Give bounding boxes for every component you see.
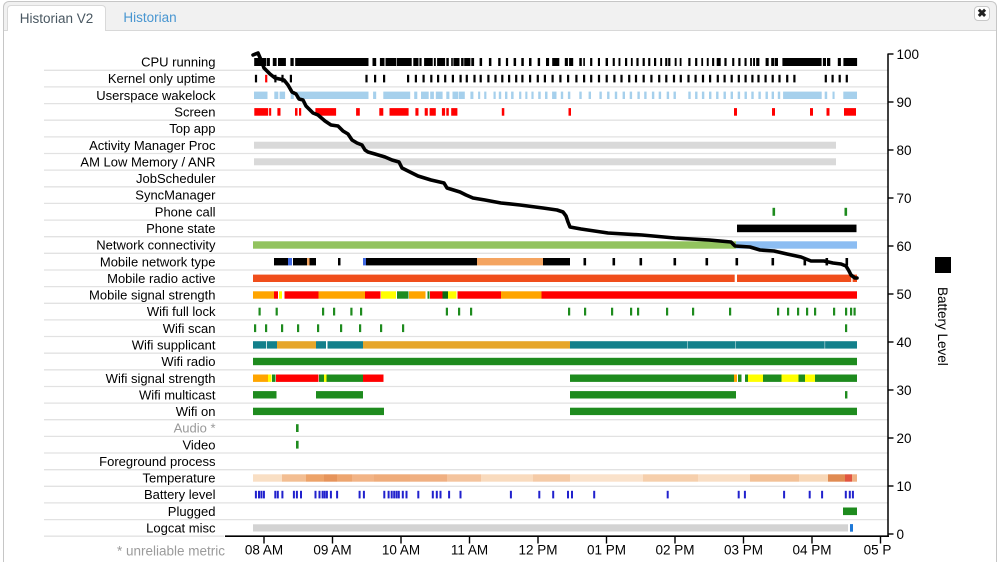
svg-text:Plugged: Plugged: [168, 504, 216, 519]
svg-text:Phone state: Phone state: [146, 221, 215, 236]
svg-text:SyncManager: SyncManager: [135, 188, 216, 203]
svg-text:30: 30: [897, 383, 912, 398]
svg-text:Wifi signal strength: Wifi signal strength: [106, 371, 216, 386]
svg-text:Video: Video: [182, 437, 215, 452]
svg-text:01 PM: 01 PM: [587, 543, 626, 558]
svg-text:Mobile network type: Mobile network type: [100, 254, 216, 269]
svg-text:0: 0: [897, 527, 905, 542]
svg-text:CPU running: CPU running: [141, 55, 215, 70]
svg-text:Battery level: Battery level: [144, 487, 216, 502]
svg-text:Mobile radio active: Mobile radio active: [107, 271, 215, 286]
svg-text:90: 90: [897, 95, 912, 110]
svg-text:70: 70: [897, 191, 912, 206]
svg-text:10 AM: 10 AM: [382, 543, 420, 558]
svg-text:50: 50: [897, 287, 912, 302]
svg-text:Wifi scan: Wifi scan: [163, 321, 216, 336]
svg-text:10: 10: [897, 479, 912, 494]
svg-text:Audio *: Audio *: [174, 421, 216, 436]
svg-text:40: 40: [897, 335, 912, 350]
svg-text:* unreliable metric: * unreliable metric: [117, 544, 225, 559]
svg-text:60: 60: [897, 239, 912, 254]
svg-text:Network connectivity: Network connectivity: [96, 238, 216, 253]
svg-text:Wifi on: Wifi on: [176, 404, 216, 419]
svg-text:Wifi radio: Wifi radio: [161, 354, 215, 369]
svg-text:80: 80: [897, 143, 912, 158]
svg-text:03 PM: 03 PM: [724, 543, 763, 558]
svg-text:Wifi multicast: Wifi multicast: [139, 387, 216, 402]
svg-text:Mobile signal strength: Mobile signal strength: [89, 288, 215, 303]
svg-text:Logcat misc: Logcat misc: [146, 521, 216, 536]
svg-text:Screen: Screen: [174, 105, 215, 120]
svg-text:100: 100: [897, 47, 920, 62]
svg-text:08 AM: 08 AM: [245, 543, 283, 558]
svg-text:12 PM: 12 PM: [518, 543, 557, 558]
svg-text:Kernel only uptime: Kernel only uptime: [108, 71, 216, 86]
svg-text:Temperature: Temperature: [143, 471, 216, 486]
svg-text:09 AM: 09 AM: [313, 543, 351, 558]
svg-text:Foreground process: Foreground process: [99, 454, 216, 469]
svg-text:Activity Manager Proc: Activity Manager Proc: [89, 138, 216, 153]
svg-text:05 P: 05 P: [864, 543, 892, 558]
svg-text:JobScheduler: JobScheduler: [136, 171, 216, 186]
svg-text:Userspace wakelock: Userspace wakelock: [96, 88, 216, 103]
svg-text:Battery Level: Battery Level: [935, 287, 950, 366]
svg-text:Top app: Top app: [169, 121, 215, 136]
svg-text:Phone call: Phone call: [155, 204, 216, 219]
svg-text:AM Low Memory / ANR: AM Low Memory / ANR: [80, 154, 215, 169]
svg-text:02 PM: 02 PM: [655, 543, 694, 558]
svg-text:Wifi full lock: Wifi full lock: [147, 304, 216, 319]
svg-text:20: 20: [897, 431, 912, 446]
svg-text:11 AM: 11 AM: [451, 543, 488, 558]
svg-text:04 PM: 04 PM: [792, 543, 831, 558]
svg-text:Wifi supplicant: Wifi supplicant: [132, 338, 216, 353]
